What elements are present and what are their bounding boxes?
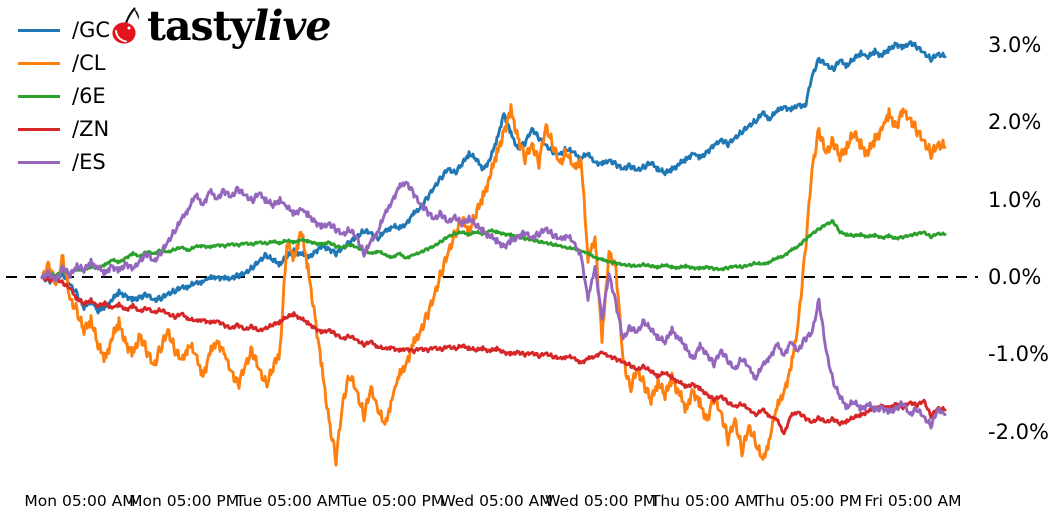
y-tick-label: 3.0% xyxy=(988,33,1042,58)
y-tick-label: 1.0% xyxy=(988,187,1042,212)
legend-swatch-icon xyxy=(18,128,60,131)
y-tick-label: -1.0% xyxy=(988,342,1049,367)
legend-label: /6E xyxy=(72,84,106,108)
legend-item-cl[interactable]: /CL xyxy=(18,47,110,80)
tastylive-logo: tastylive xyxy=(110,6,331,47)
legend-label: /ES xyxy=(72,150,106,174)
x-tick-label: Tue 05:00 PM xyxy=(340,492,445,510)
legend-swatch-icon xyxy=(18,95,60,98)
series-line-6e xyxy=(40,219,947,279)
legend-swatch-icon xyxy=(18,62,60,65)
series-lines xyxy=(40,40,947,467)
x-tick-label: Mon 05:00 AM xyxy=(24,492,136,510)
legend-swatch-icon xyxy=(18,161,60,164)
legend-label: /ZN xyxy=(72,117,110,141)
series-line-es xyxy=(40,180,947,430)
legend-label: /GC xyxy=(72,18,111,42)
legend-label: /CL xyxy=(72,51,106,75)
y-tick-label: -2.0% xyxy=(988,419,1049,444)
y-tick-label: 2.0% xyxy=(988,110,1042,135)
y-tick-label: 0.0% xyxy=(988,265,1042,289)
x-tick-label: Wed 05:00 PM xyxy=(545,492,657,510)
legend-swatch-icon xyxy=(18,29,60,32)
series-line-cl xyxy=(40,103,947,467)
x-tick-label: Fri 05:00 AM xyxy=(864,492,962,510)
x-tick-label: Wed 05:00 AM xyxy=(440,492,553,510)
logo-wordmark: tastylive xyxy=(147,6,331,47)
legend-item-6e[interactable]: /6E xyxy=(18,80,110,113)
logo-word-live: live xyxy=(253,2,331,51)
chart-legend: /GC/CL/6E/ZN/ES xyxy=(18,14,110,179)
logo-word-tasty: tasty xyxy=(147,2,254,51)
x-tick-label: Thu 05:00 AM xyxy=(650,492,759,510)
x-tick-label: Tue 05:00 AM xyxy=(235,492,341,510)
x-tick-label: Thu 05:00 PM xyxy=(755,492,863,510)
series-line-zn xyxy=(40,275,947,436)
legend-item-gc[interactable]: /GC xyxy=(18,14,110,47)
series-line-gc xyxy=(40,40,947,315)
legend-item-zn[interactable]: /ZN xyxy=(18,113,110,146)
legend-item-es[interactable]: /ES xyxy=(18,146,110,179)
cherry-icon xyxy=(112,7,140,44)
x-tick-label: Mon 05:00 PM xyxy=(129,492,240,510)
